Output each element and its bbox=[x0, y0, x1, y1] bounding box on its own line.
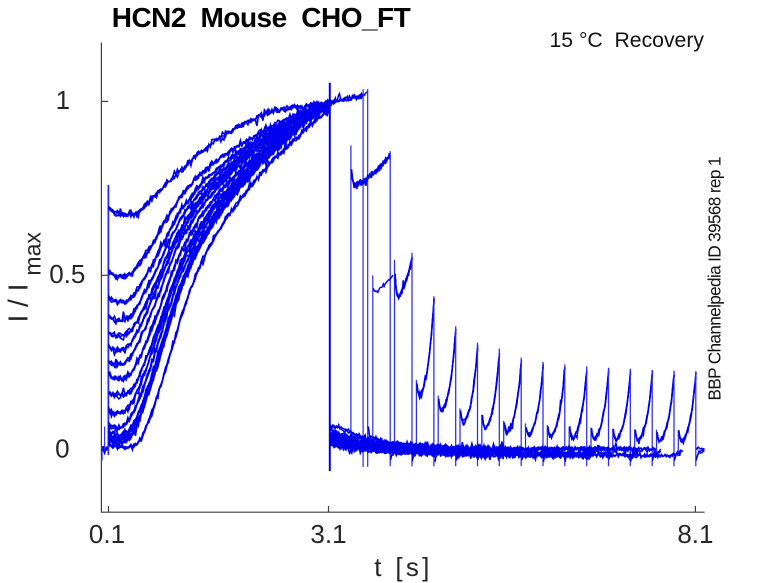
svg-text:15 °C Recovery: 15 °C Recovery bbox=[550, 29, 705, 52]
svg-text:3.1: 3.1 bbox=[310, 519, 346, 549]
svg-text:8.1: 8.1 bbox=[677, 519, 713, 549]
svg-text:HCN2 Mouse CHO_FT: HCN2 Mouse CHO_FT bbox=[112, 2, 411, 33]
svg-text:BBP Channelpedia ID 39568 rep: BBP Channelpedia ID 39568 rep 1 bbox=[705, 157, 725, 400]
svg-text:0: 0 bbox=[55, 434, 69, 464]
svg-text:I / Imax: I / Imax bbox=[3, 232, 46, 323]
svg-text:1: 1 bbox=[56, 85, 70, 115]
svg-text:0.5: 0.5 bbox=[49, 259, 85, 289]
svg-text:t [s]: t [s] bbox=[374, 552, 432, 582]
svg-text:0.1: 0.1 bbox=[89, 519, 125, 549]
